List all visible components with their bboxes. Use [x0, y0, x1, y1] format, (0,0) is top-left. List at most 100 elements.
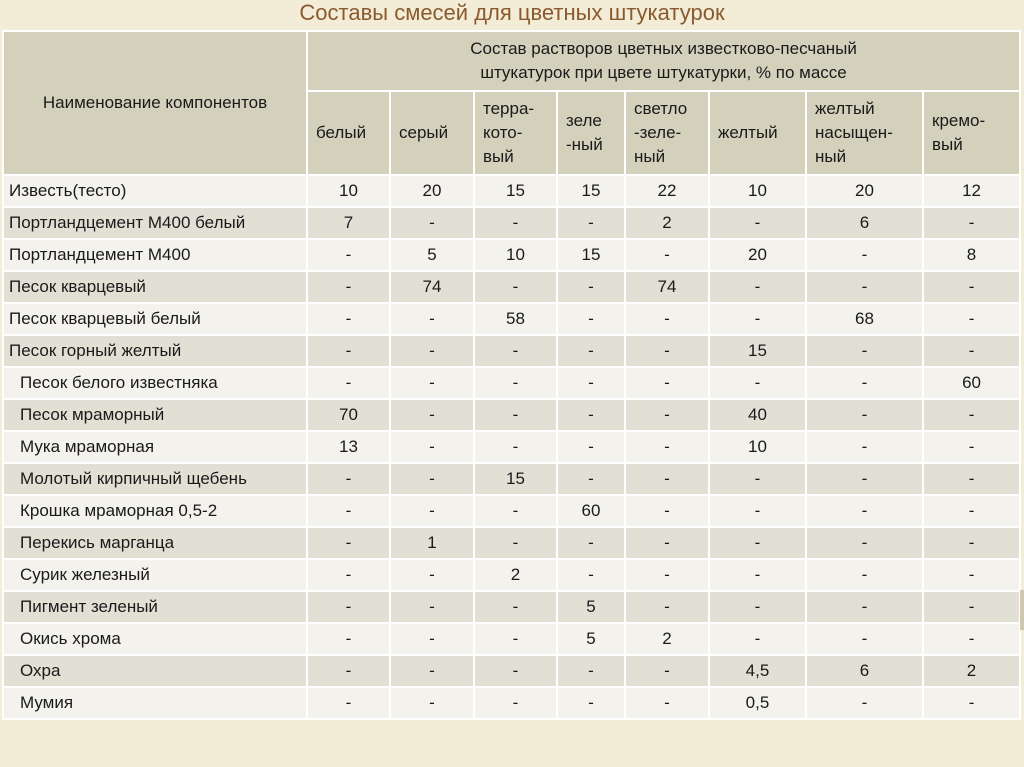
- value-cell: 22: [624, 174, 710, 208]
- component-name-cell: Известь(тесто): [2, 174, 308, 208]
- header-col-text: желтый: [718, 123, 778, 142]
- value-cell: 2: [921, 654, 1022, 688]
- value-cell: 58: [473, 302, 558, 336]
- value-cell: -: [473, 494, 558, 528]
- component-name-cell: Портландцемент М400 белый: [2, 206, 308, 240]
- value-cell: -: [624, 462, 710, 496]
- header-col-terracotta: терра- кото- вый: [473, 90, 558, 176]
- value-cell: -: [306, 334, 391, 368]
- value-cell: -: [624, 398, 710, 432]
- value-cell: -: [473, 366, 558, 400]
- value-cell: 5: [556, 622, 626, 656]
- value-cell: -: [921, 430, 1022, 464]
- component-name-cell: Портландцемент М400: [2, 238, 308, 272]
- value-cell: -: [805, 430, 924, 464]
- value-cell: -: [306, 270, 391, 304]
- component-name-cell: Песок горный желтый: [2, 334, 308, 368]
- value-cell: 0,5: [708, 686, 807, 720]
- value-cell: -: [921, 558, 1022, 592]
- header-composition-group: Состав растворов цветных известково-песч…: [305, 30, 1022, 92]
- value-cell: 40: [708, 398, 807, 432]
- value-cell: -: [473, 270, 558, 304]
- value-cell: -: [556, 302, 626, 336]
- value-cell: -: [921, 686, 1022, 720]
- component-name-cell: Крошка мраморная 0,5-2: [2, 494, 308, 528]
- table-row: Сурик железный - -2- - - - -: [2, 558, 1022, 592]
- value-cell: -: [389, 334, 475, 368]
- value-cell: -: [556, 270, 626, 304]
- table-row: Песок мраморный 70- - - -40- -: [2, 398, 1022, 432]
- table-row: Портландцемент М400 белый 7- - -2-6-: [2, 206, 1022, 240]
- table-row: Известь(тесто) 10 20 15 15 22 10 20 12: [2, 174, 1022, 208]
- value-cell: -: [708, 494, 807, 528]
- value-cell: -: [921, 270, 1022, 304]
- value-cell: 70: [306, 398, 391, 432]
- value-cell: -: [921, 334, 1022, 368]
- table-row: Мука мраморная 13- - - -10- -: [2, 430, 1022, 464]
- value-cell: -: [805, 238, 924, 272]
- component-name-cell: Мумия: [2, 686, 308, 720]
- value-cell: -: [556, 526, 626, 560]
- header-col-text: белый: [316, 123, 367, 142]
- value-cell: -: [473, 590, 558, 624]
- table-row: Песок кварцевый белый - -58- - -68-: [2, 302, 1022, 336]
- value-cell: -: [805, 622, 924, 656]
- value-cell: -: [805, 494, 924, 528]
- value-cell: -: [306, 302, 391, 336]
- value-cell: -: [389, 302, 475, 336]
- value-cell: -: [805, 462, 924, 496]
- value-cell: 68: [805, 302, 924, 336]
- value-cell: -: [389, 462, 475, 496]
- value-cell: -: [306, 654, 391, 688]
- value-cell: -: [556, 334, 626, 368]
- value-cell: 7: [306, 206, 391, 240]
- table-row: Песок кварцевый -74- -74- - -: [2, 270, 1022, 304]
- value-cell: -: [389, 366, 475, 400]
- header-col-cream: кремо- вый: [921, 90, 1022, 176]
- header-col-text: желтый: [815, 99, 875, 118]
- value-cell: -: [805, 398, 924, 432]
- value-cell: -: [805, 270, 924, 304]
- header-col-text: -зеле-: [634, 123, 682, 142]
- value-cell: -: [473, 654, 558, 688]
- value-cell: -: [708, 270, 807, 304]
- header-col-rich-yellow: желтый насыщен- ный: [805, 90, 924, 176]
- header-col-text: светло: [634, 99, 688, 118]
- value-cell: -: [805, 334, 924, 368]
- component-name-cell: Мука мраморная: [2, 430, 308, 464]
- value-cell: 74: [389, 270, 475, 304]
- value-cell: 5: [389, 238, 475, 272]
- value-cell: 10: [306, 174, 391, 208]
- value-cell: -: [473, 686, 558, 720]
- value-cell: -: [389, 654, 475, 688]
- value-cell: -: [306, 366, 391, 400]
- value-cell: -: [624, 334, 710, 368]
- value-cell: -: [556, 686, 626, 720]
- value-cell: -: [306, 558, 391, 592]
- value-cell: -: [921, 398, 1022, 432]
- value-cell: 10: [473, 238, 558, 272]
- value-cell: -: [306, 590, 391, 624]
- value-cell: 8: [921, 238, 1022, 272]
- value-cell: 10: [708, 430, 807, 464]
- value-cell: 10: [708, 174, 807, 208]
- header-col-yellow: желтый: [708, 90, 807, 176]
- value-cell: 12: [921, 174, 1022, 208]
- value-cell: 6: [805, 206, 924, 240]
- header-col-text: серый: [399, 123, 449, 142]
- table-body: Известь(тесто) 10 20 15 15 22 10 20 12 Портландце…: [2, 174, 1022, 720]
- value-cell: 20: [805, 174, 924, 208]
- value-cell: -: [805, 526, 924, 560]
- table-row: Песок белого известняка - - - - - - -60: [2, 366, 1022, 400]
- table-row: Портландцемент М400-5 10 15-20-8: [2, 238, 1022, 272]
- header-col-white: белый: [306, 90, 391, 176]
- mixtures-table: Наименование компонентов Состав растворо…: [2, 30, 1022, 720]
- value-cell: -: [473, 430, 558, 464]
- value-cell: -: [805, 366, 924, 400]
- component-name-cell: Сурик железный: [2, 558, 308, 592]
- value-cell: 20: [389, 174, 475, 208]
- value-cell: -: [389, 430, 475, 464]
- value-cell: -: [708, 590, 807, 624]
- component-name-cell: Песок мраморный: [2, 398, 308, 432]
- value-cell: -: [389, 398, 475, 432]
